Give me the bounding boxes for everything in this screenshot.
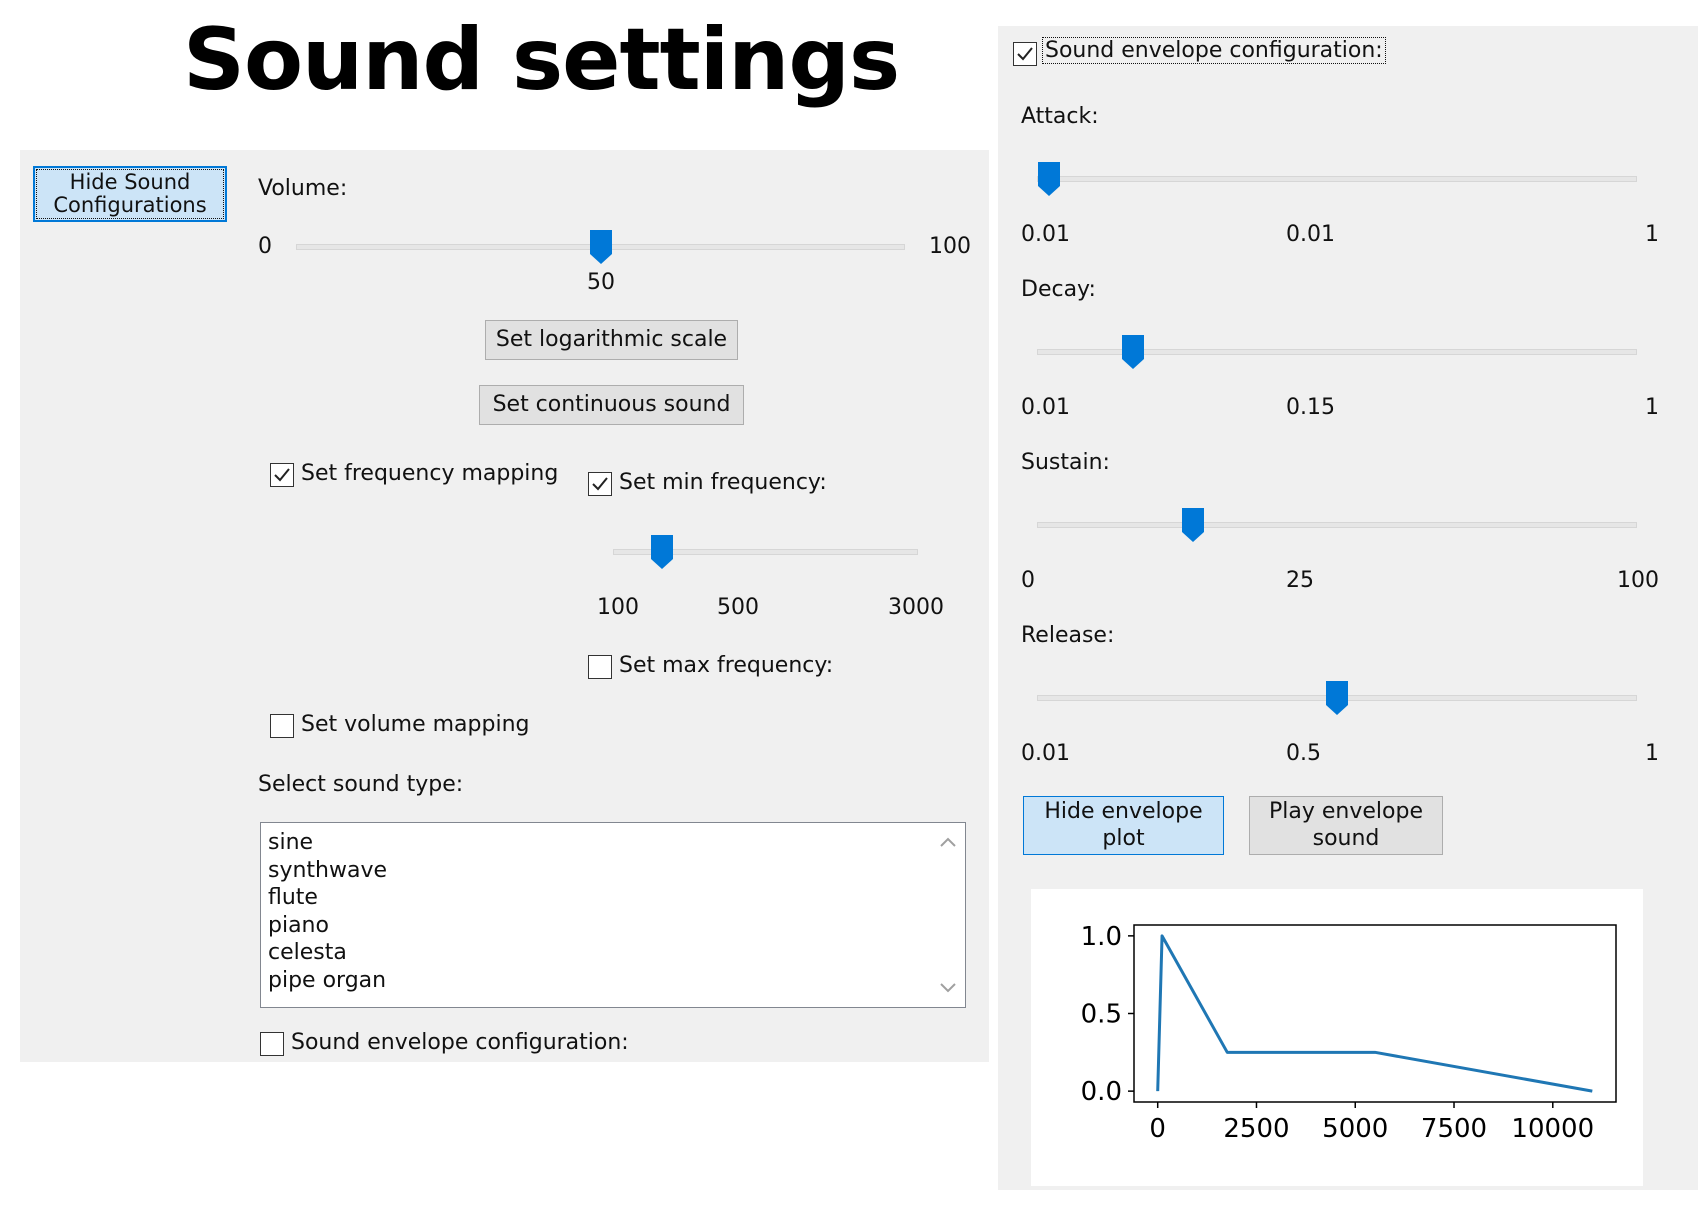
attack-slider-thumb[interactable] <box>1038 162 1060 196</box>
list-item[interactable]: flute <box>268 885 318 910</box>
list-item[interactable]: piano <box>268 912 329 938</box>
volume-value-label: 50 <box>587 270 615 295</box>
volume-mapping-checkbox[interactable] <box>270 714 294 738</box>
set-logarithmic-scale-button[interactable]: Set logarithmic scale <box>485 320 738 360</box>
check-icon <box>1017 47 1033 61</box>
sustain-slider-track[interactable] <box>1037 522 1637 528</box>
min-frequency-slider-track[interactable] <box>613 549 918 555</box>
list-item[interactable]: pipe organ <box>268 967 387 993</box>
list-item[interactable]: synthwave <box>268 857 388 883</box>
attack-value-label: 0.01 <box>1286 222 1335 247</box>
scroll-down-icon[interactable] <box>939 981 957 995</box>
y-tick-label: 0.5 <box>1081 1000 1122 1030</box>
attack-min-label: 0.01 <box>1021 222 1070 247</box>
x-tick-label: 5000 <box>1322 1114 1388 1144</box>
envelope-chart: 0.0 0.5 1.0 0 2500 5000 7500 10000 <box>1081 922 1617 1144</box>
y-tick-label: 1.0 <box>1081 922 1122 952</box>
x-tick-label: 10000 <box>1511 1114 1594 1144</box>
release-slider-thumb[interactable] <box>1326 681 1348 715</box>
x-tick-label: 2500 <box>1223 1114 1289 1144</box>
volume-slider-thumb[interactable] <box>589 230 612 264</box>
scroll-up-icon[interactable] <box>939 835 957 849</box>
check-icon <box>592 477 608 491</box>
sustain-label: Sustain: <box>1021 450 1110 475</box>
sustain-min-label: 0 <box>1021 568 1035 593</box>
sound-type-listbox[interactable]: sine synthwave flute piano celesta pipe … <box>260 822 966 1008</box>
volume-min-label: 0 <box>258 234 272 259</box>
x-tick-label: 7500 <box>1421 1114 1487 1144</box>
envelope-config-label: Sound envelope configuration: <box>291 1030 629 1055</box>
min-frequency-label: Set min frequency: <box>619 470 827 495</box>
min-frequency-scale-min: 100 <box>597 595 639 620</box>
sustain-max-label: 100 <box>1617 568 1659 593</box>
check-icon <box>274 468 290 482</box>
hide-envelope-plot-button[interactable]: Hide envelope plot <box>1023 796 1224 855</box>
release-max-label: 1 <box>1645 741 1659 766</box>
decay-min-label: 0.01 <box>1021 395 1070 420</box>
min-frequency-scale-max: 3000 <box>888 595 944 620</box>
sustain-slider-thumb[interactable] <box>1182 508 1204 542</box>
frequency-mapping-label: Set frequency mapping <box>301 461 559 486</box>
envelope-plot-area <box>1031 889 1643 1186</box>
max-frequency-label: Set max frequency: <box>619 653 834 678</box>
min-frequency-checkbox[interactable] <box>588 472 612 496</box>
attack-max-label: 1 <box>1645 222 1659 247</box>
x-tick-label: 0 <box>1149 1114 1166 1144</box>
volume-mapping-label: Set volume mapping <box>301 712 530 737</box>
envelope-config-label-right: Sound envelope configuration: <box>1042 37 1386 64</box>
set-continuous-sound-button[interactable]: Set continuous sound <box>479 385 744 425</box>
max-frequency-checkbox[interactable] <box>588 655 612 679</box>
decay-slider-thumb[interactable] <box>1122 335 1144 369</box>
envelope-config-checkbox[interactable] <box>260 1032 284 1056</box>
list-item[interactable]: celesta <box>268 940 347 965</box>
y-tick-label: 0.0 <box>1081 1077 1122 1107</box>
sound-type-label: Select sound type: <box>258 772 464 797</box>
page-title: Sound settings <box>183 10 900 110</box>
play-envelope-sound-button[interactable]: Play envelope sound <box>1249 796 1443 855</box>
decay-label: Decay: <box>1021 277 1096 302</box>
attack-label: Attack: <box>1021 104 1099 129</box>
frequency-mapping-checkbox[interactable] <box>270 463 294 487</box>
attack-slider-track[interactable] <box>1037 176 1637 182</box>
min-frequency-slider-thumb[interactable] <box>650 535 673 569</box>
decay-value-label: 0.15 <box>1286 395 1335 420</box>
release-label: Release: <box>1021 623 1115 648</box>
decay-slider-track[interactable] <box>1037 349 1637 355</box>
sustain-value-label: 25 <box>1286 568 1314 593</box>
min-frequency-value: 500 <box>717 595 759 620</box>
envelope-series-line <box>1156 934 1593 1093</box>
list-item[interactable]: sine <box>268 830 314 855</box>
hide-sound-config-button[interactable]: Hide Sound Configurations <box>33 166 227 222</box>
volume-label: Volume: <box>258 176 348 201</box>
envelope-config-checkbox-right[interactable] <box>1013 42 1037 66</box>
release-min-label: 0.01 <box>1021 741 1070 766</box>
volume-max-label: 100 <box>929 234 971 259</box>
decay-max-label: 1 <box>1645 395 1659 420</box>
release-value-label: 0.5 <box>1286 741 1321 766</box>
